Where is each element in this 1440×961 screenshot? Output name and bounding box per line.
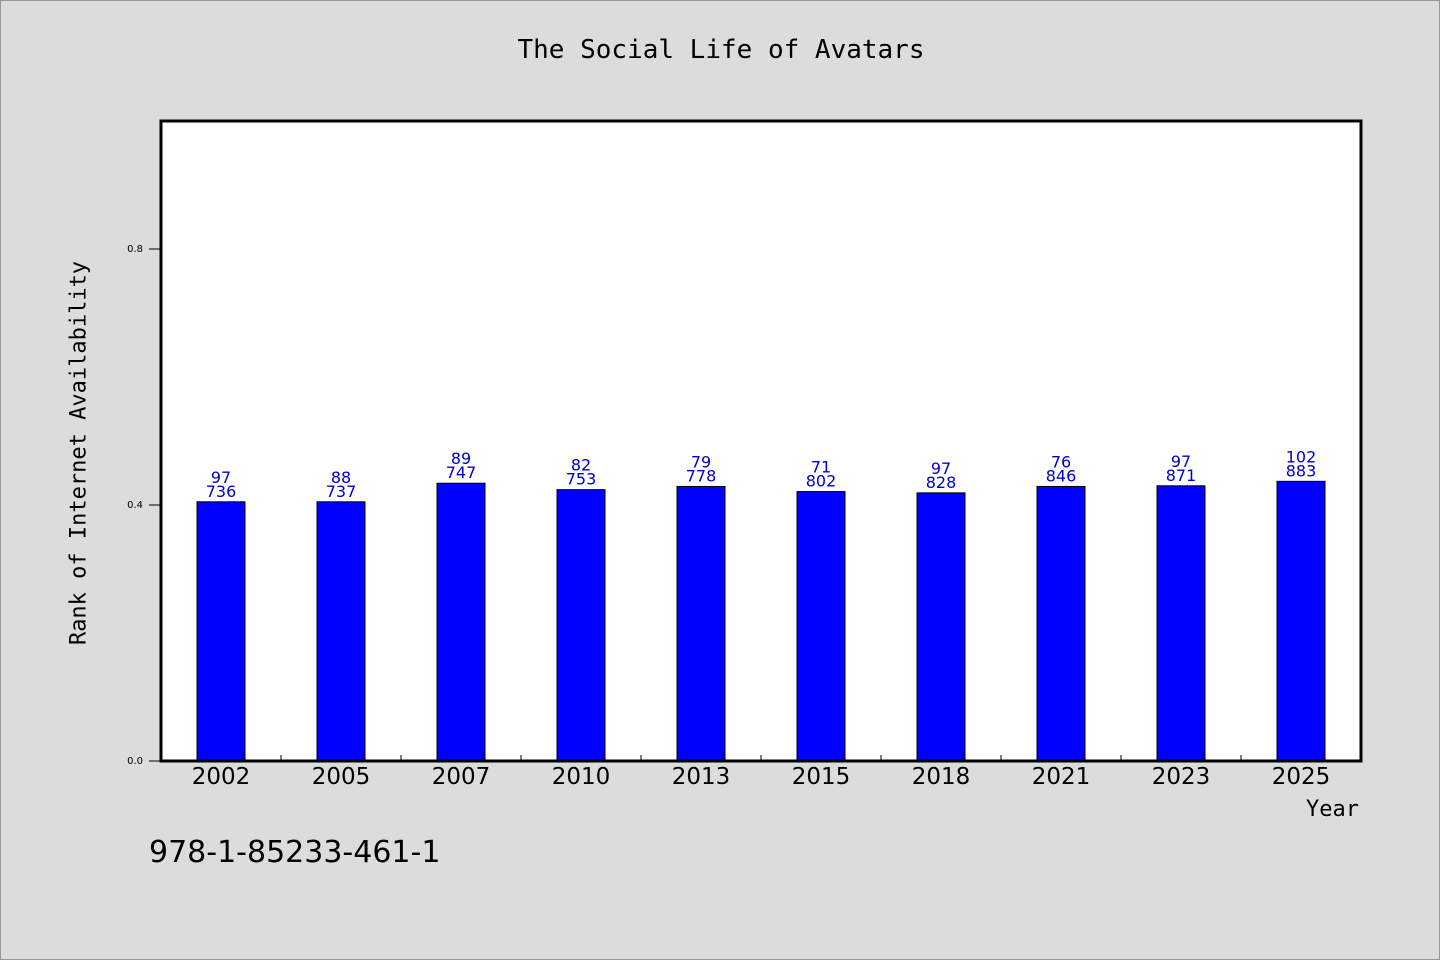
bar [1156,485,1206,762]
data-label-top: 71 [811,458,831,477]
data-label-top: 76 [1051,452,1071,471]
y-tick-label: 0.8 [127,244,143,255]
plot-border [159,119,1363,763]
x-axis-label: Year [1306,797,1359,822]
bar [796,491,846,762]
x-tick-label: 2002 [192,764,251,790]
x-tick-label: 2021 [1032,764,1091,790]
bar [316,501,366,762]
bar [1276,480,1326,762]
bar [196,501,246,762]
data-label-top: 102 [1286,447,1317,466]
data-label-bottom: 736 [206,482,237,501]
x-tick-label: 2010 [552,764,611,790]
data-label-top: 97 [1171,452,1191,471]
data-label-bottom: 871 [1166,466,1197,485]
chart-title: The Social Life of Avatars [517,35,925,65]
data-label-top: 89 [451,449,471,468]
x-tick-label: 2018 [912,764,971,790]
y-tick-label: 0.4 [127,500,143,511]
data-label-top: 79 [691,452,711,471]
data-label-top: 97 [931,459,951,478]
x-tick-label: 2007 [432,764,491,790]
data-label-bottom: 753 [566,470,597,489]
data-label-bottom: 778 [686,466,717,485]
data-label-top: 82 [571,456,591,475]
x-tick-label: 2023 [1152,764,1211,790]
y-tick-label: 0.0 [127,756,143,767]
bar [556,489,606,762]
data-label-bottom: 883 [1286,461,1317,480]
data-label-top: 88 [331,468,351,487]
bar [436,482,486,762]
x-tick-label: 2005 [312,764,371,790]
data-label-bottom: 846 [1046,466,1077,485]
bar [676,485,726,762]
x-tick-label: 2025 [1272,764,1331,790]
data-label-top: 97 [211,468,231,487]
isbn-code: 978-1-85233-461-1 [149,835,441,870]
data-label-bottom: 737 [326,482,357,501]
data-label-bottom: 828 [926,473,957,492]
data-label-bottom: 747 [446,463,477,482]
bar [916,492,966,762]
data-label-bottom: 802 [806,472,837,491]
bar [1036,485,1086,762]
x-tick-label: 2013 [672,764,731,790]
x-tick-label: 2015 [792,764,851,790]
